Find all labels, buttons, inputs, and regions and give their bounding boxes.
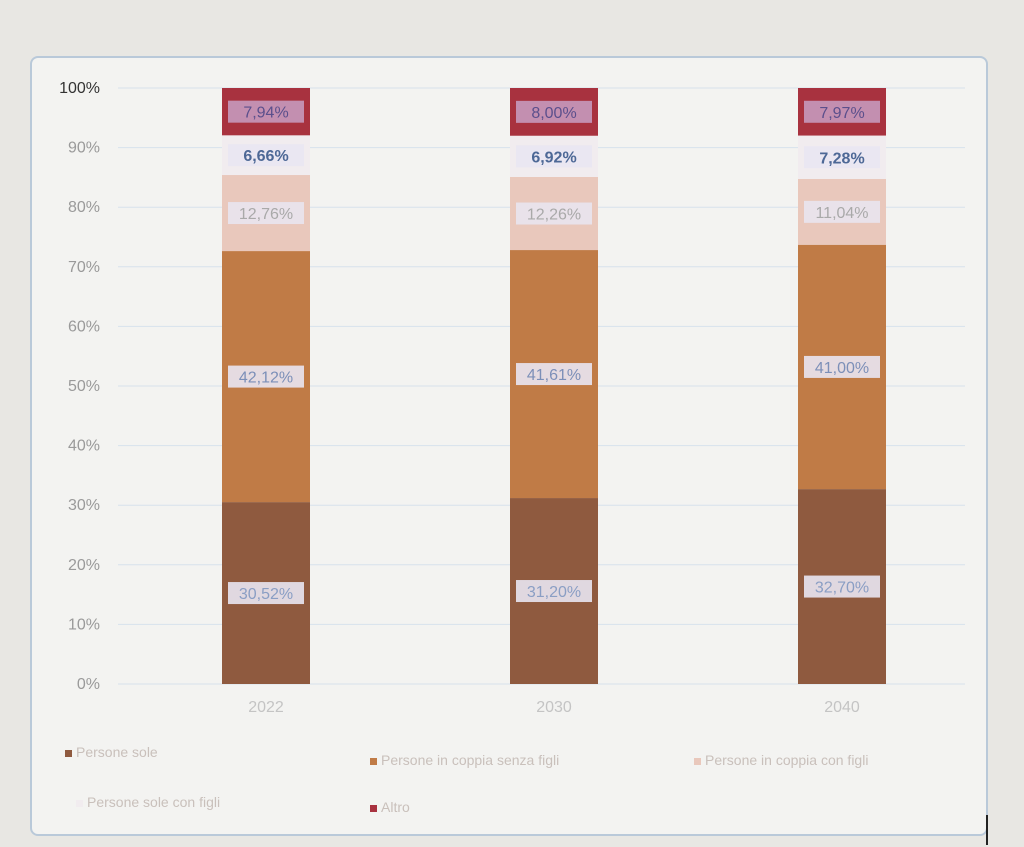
legend-label-persone-sole: Persone sole [76,744,158,760]
data-label: 12,26% [527,207,581,224]
legend-swatch-altro [370,804,377,812]
y-tick-label: 100% [59,80,100,97]
data-label: 30,52% [239,586,293,603]
data-label-box [516,363,592,386]
data-label: 8,00% [531,105,576,122]
legend-item-sole-con-figli: Persone sole con figli [76,794,220,810]
x-tick-label: 2040 [824,699,860,716]
data-label-box [516,202,592,225]
data-label: 42,12% [239,370,293,387]
y-tick-label: 60% [68,318,100,335]
x-tick-label: 2022 [248,699,284,716]
data-label-box [228,582,304,605]
data-label-box [804,575,880,598]
data-label: 7,97% [819,105,864,122]
data-label-box [228,202,304,225]
data-label-box [804,200,880,223]
data-label: 7,28% [819,150,864,167]
data-label: 41,00% [815,360,869,377]
legend-item-persone-sole: Persone sole [65,744,158,760]
legend-swatch-coppia-con-figli [694,757,701,765]
legend-swatch-persone-sole [65,749,72,757]
legend-swatch-coppia-senza-figli [370,757,377,765]
x-tick-label: 2030 [536,699,572,716]
data-label-box [228,144,304,167]
y-tick-label: 0% [77,676,100,693]
data-label-box [516,145,592,168]
data-label-box [228,365,304,388]
y-tick-label: 40% [68,438,100,455]
data-label-box [804,100,880,123]
data-label: 31,20% [527,584,581,601]
data-label-box [804,146,880,169]
legend-label-coppia-senza-figli: Persone in coppia senza figli [381,752,560,768]
legend-item-coppia-con-figli: Persone in coppia con figli [694,752,868,768]
data-label: 7,94% [243,105,288,122]
data-label: 11,04% [815,205,868,222]
data-label: 41,61% [527,367,581,384]
data-label-box [516,580,592,603]
y-tick-label: 30% [68,497,100,514]
data-label: 12,76% [239,206,293,223]
data-label: 6,66% [243,148,288,165]
legend-label-coppia-con-figli: Persone in coppia con figli [705,752,869,768]
legend-swatch-sole-con-figli [76,799,83,807]
y-tick-label: 70% [68,259,100,276]
data-label: 32,70% [815,580,869,597]
legend-label-sole-con-figli: Persone sole con figli [87,794,221,810]
legend-item-altro: Altro [370,799,410,815]
y-tick-label: 20% [68,557,100,574]
y-tick-label: 80% [68,199,100,216]
legend-item-coppia-senza-figli: Persone in coppia senza figli [370,752,559,768]
y-tick-label: 90% [68,140,100,157]
data-label-box [804,355,880,378]
data-label: 6,92% [531,149,576,166]
y-tick-label: 10% [68,616,100,633]
data-label-box [228,100,304,123]
data-label-box [516,100,592,123]
legend-label-altro: Altro [381,799,410,815]
text-cursor [986,815,988,845]
y-tick-label: 50% [68,378,100,395]
